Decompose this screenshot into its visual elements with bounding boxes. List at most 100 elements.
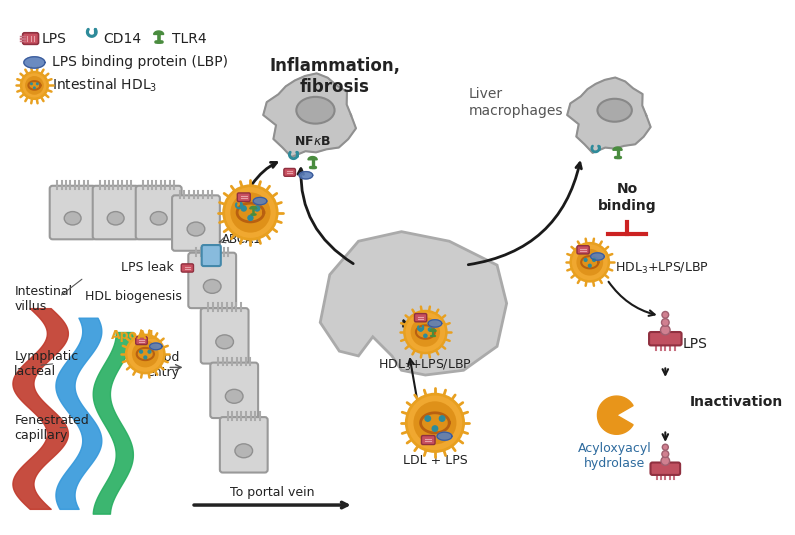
Text: No
binding: No binding (598, 182, 657, 212)
Text: Liver
macrophages: Liver macrophages (468, 87, 563, 118)
Circle shape (132, 341, 159, 368)
Circle shape (418, 327, 423, 332)
Circle shape (143, 355, 147, 360)
Text: HDL$_3$+LPS/LBP: HDL$_3$+LPS/LBP (615, 261, 708, 276)
Ellipse shape (297, 97, 335, 124)
Text: LPS binding protein (LBP): LPS binding protein (LBP) (52, 56, 227, 70)
Circle shape (661, 325, 670, 335)
Text: LPS: LPS (683, 338, 708, 351)
Ellipse shape (215, 335, 234, 349)
FancyBboxPatch shape (93, 186, 138, 239)
Circle shape (661, 457, 669, 465)
Ellipse shape (598, 99, 632, 122)
Text: LPS: LPS (42, 32, 67, 45)
Polygon shape (263, 73, 356, 157)
Polygon shape (153, 31, 164, 34)
FancyBboxPatch shape (211, 363, 258, 418)
Polygon shape (250, 207, 257, 209)
Circle shape (247, 215, 254, 221)
Circle shape (662, 444, 669, 450)
Text: ApoA1: ApoA1 (111, 328, 157, 341)
Polygon shape (149, 343, 162, 350)
Circle shape (36, 82, 39, 85)
FancyBboxPatch shape (650, 462, 681, 475)
Circle shape (584, 258, 588, 262)
Circle shape (223, 186, 277, 239)
Polygon shape (613, 147, 622, 150)
Polygon shape (253, 197, 267, 205)
Polygon shape (598, 396, 633, 434)
Circle shape (241, 205, 247, 212)
Text: HDL$_3$+LPS/LBP: HDL$_3$+LPS/LBP (378, 358, 472, 373)
Polygon shape (591, 253, 604, 260)
FancyBboxPatch shape (172, 195, 220, 251)
Circle shape (406, 394, 463, 452)
Circle shape (147, 349, 152, 354)
FancyBboxPatch shape (22, 33, 38, 44)
FancyBboxPatch shape (136, 186, 181, 239)
Text: LPS leak: LPS leak (121, 262, 174, 274)
Polygon shape (320, 232, 506, 375)
FancyBboxPatch shape (50, 186, 95, 239)
Circle shape (592, 258, 596, 262)
Ellipse shape (187, 222, 205, 236)
Circle shape (428, 327, 432, 332)
Polygon shape (567, 78, 650, 153)
Circle shape (432, 425, 438, 432)
FancyBboxPatch shape (136, 337, 147, 345)
Circle shape (21, 72, 48, 99)
Circle shape (126, 335, 165, 373)
Text: Inflammation,
fibrosis: Inflammation, fibrosis (269, 57, 400, 96)
Circle shape (30, 82, 33, 85)
Polygon shape (308, 157, 317, 160)
Circle shape (662, 450, 669, 457)
Polygon shape (430, 329, 436, 331)
Circle shape (661, 319, 669, 326)
Circle shape (423, 333, 428, 338)
Text: ABCA1: ABCA1 (222, 233, 262, 246)
Ellipse shape (225, 389, 243, 403)
Circle shape (662, 311, 669, 318)
FancyBboxPatch shape (414, 314, 427, 322)
Polygon shape (299, 172, 312, 179)
Text: Fenestrated
capillary: Fenestrated capillary (14, 414, 89, 441)
Text: Acyloxyacyl
hydrolase: Acyloxyacyl hydrolase (578, 442, 652, 470)
FancyBboxPatch shape (201, 308, 249, 364)
Polygon shape (429, 320, 442, 327)
Circle shape (413, 401, 456, 445)
Circle shape (231, 193, 270, 233)
Circle shape (254, 205, 260, 212)
FancyBboxPatch shape (421, 435, 435, 445)
Circle shape (139, 349, 143, 354)
Ellipse shape (235, 444, 253, 458)
Ellipse shape (150, 211, 167, 225)
FancyBboxPatch shape (220, 417, 268, 472)
Circle shape (405, 311, 447, 353)
FancyBboxPatch shape (649, 332, 681, 346)
FancyBboxPatch shape (237, 193, 250, 202)
Text: To portal vein: To portal vein (231, 486, 315, 499)
FancyBboxPatch shape (181, 264, 193, 272)
FancyBboxPatch shape (577, 246, 589, 254)
Text: Lymphatic
lacteal: Lymphatic lacteal (14, 349, 79, 378)
Ellipse shape (204, 279, 221, 293)
Circle shape (425, 415, 431, 422)
Text: NF$\kappa$B: NF$\kappa$B (294, 135, 331, 148)
Circle shape (588, 264, 592, 268)
Text: Inactivation: Inactivation (690, 395, 783, 409)
FancyBboxPatch shape (284, 169, 296, 177)
Text: Blood
entry: Blood entry (145, 351, 180, 379)
Text: Intestinal
villus: Intestinal villus (14, 285, 72, 312)
Text: HDL biogenesis: HDL biogenesis (85, 290, 181, 303)
Circle shape (576, 249, 603, 276)
Text: Intestinal HDL$_3$: Intestinal HDL$_3$ (52, 77, 157, 94)
Circle shape (33, 86, 36, 89)
Ellipse shape (107, 211, 124, 225)
FancyBboxPatch shape (202, 245, 221, 266)
Circle shape (571, 243, 609, 281)
Polygon shape (437, 432, 452, 440)
FancyBboxPatch shape (188, 253, 236, 308)
Text: TLR4: TLR4 (172, 32, 207, 45)
Text: CD14: CD14 (103, 32, 142, 45)
Circle shape (25, 76, 44, 95)
